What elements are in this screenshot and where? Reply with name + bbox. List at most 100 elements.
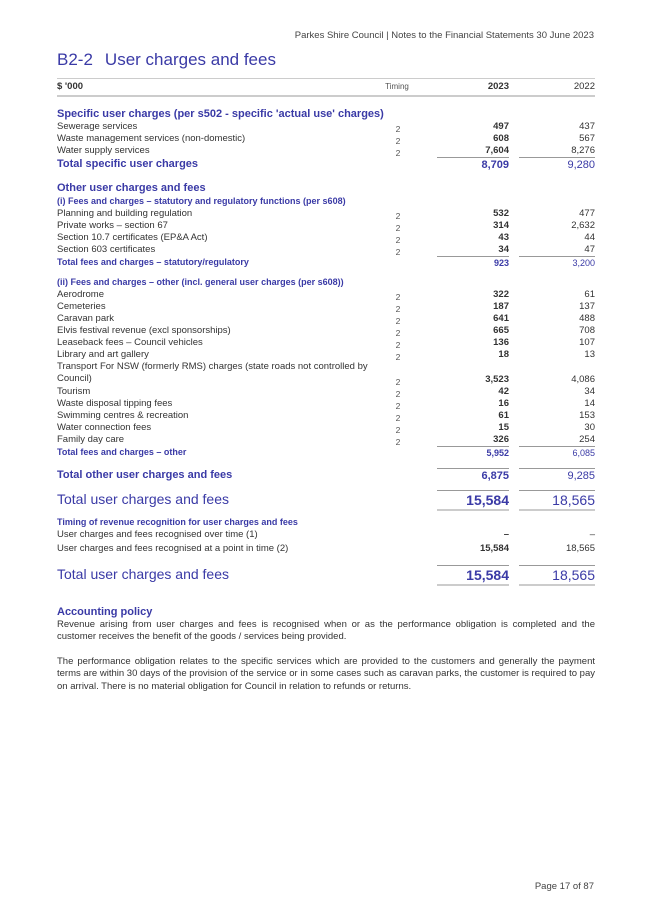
row-label: Total user charges and fees <box>57 491 229 507</box>
sub-row: Timing of revenue recognition for user c… <box>57 516 595 529</box>
table-row: Water connection fees 2 15 30 <box>57 422 595 435</box>
value-2023: 923 <box>437 256 509 269</box>
value-2023: 608 <box>493 133 509 144</box>
value-2023: 187 <box>493 301 509 312</box>
policy-paragraph: Revenue arising from user charges and fe… <box>57 618 595 643</box>
policy-heading: Accounting policy <box>57 606 153 618</box>
value-2022: 13 <box>584 349 595 360</box>
value-2023: 532 <box>493 208 509 219</box>
value-2022: 488 <box>579 313 595 324</box>
value-2022: 437 <box>579 121 595 132</box>
sub-row: (ii) Fees and charges – other (incl. gen… <box>57 276 595 289</box>
row-label: Water connection fees <box>57 422 152 433</box>
value-2023: 18 <box>498 349 509 360</box>
row-label: Private works – section 67 <box>57 220 168 231</box>
fees-table: $ '000 Timing 2023 2022 Specific user ch… <box>57 78 595 586</box>
timing-cell: 2 <box>395 247 401 257</box>
row-label: Elvis festival revenue (excl sponsorship… <box>57 325 231 336</box>
row-label: Section 10.7 certificates (EP&A Act) <box>57 232 208 243</box>
table-row: Section 10.7 certificates (EP&A Act) 2 43 4… <box>57 232 595 245</box>
accounting-policy: Accounting policy Revenue arising from u… <box>57 606 595 705</box>
value-2022: 18,565 <box>565 543 595 554</box>
value-2023: 665 <box>493 325 509 336</box>
table-row: User charges and fees recognised at a po… <box>57 543 595 557</box>
timing-cell: 2 <box>395 425 401 435</box>
table-row: Leaseback fees – Council vehicles 2 136 107 <box>57 337 595 350</box>
value-2022: 9,280 <box>519 157 595 172</box>
table-row: Elvis festival revenue (excl sponsorship… <box>57 325 595 338</box>
value-2022: 47 <box>584 244 595 255</box>
timing-cell: 2 <box>395 352 401 362</box>
table-row: Section 603 certificates 2 34 47 <box>57 244 595 257</box>
table-row: Cemeteries 2 187 137 <box>57 301 595 314</box>
row-label: Total specific user charges <box>57 158 199 170</box>
timing-cell: 2 <box>395 136 401 146</box>
table-row: Private works – section 67 2 314 2,632 <box>57 220 595 233</box>
table-row: Waste disposal tipping fees 2 16 14 <box>57 398 595 411</box>
row-label: Cemeteries <box>57 301 106 312</box>
row-label: Waste management services (non-domestic) <box>57 133 246 144</box>
row-label: Leaseback fees – Council vehicles <box>57 337 203 348</box>
value-2022: 137 <box>579 301 595 312</box>
row-label: Total other user charges and fees <box>57 469 233 481</box>
timing-cell: 2 <box>395 413 401 423</box>
timing-cell: 2 <box>395 235 401 245</box>
timing-cell: 2 <box>395 377 401 387</box>
row-label: Specific user charges (per s502 - specif… <box>57 108 384 120</box>
value-2022: 107 <box>579 337 595 348</box>
table-row: Transport For NSW (formerly RMS) charges… <box>57 361 595 387</box>
timing-cell: 2 <box>395 304 401 314</box>
section-row: Specific user charges (per s502 - specif… <box>57 107 595 121</box>
row-label: Total fees and charges – statutory/regul… <box>57 257 249 267</box>
row-label: (i) Fees and charges – statutory and reg… <box>57 196 346 206</box>
big-row: Total user charges and fees 15,584 18,565 <box>57 565 595 586</box>
value-2023: – <box>503 529 509 540</box>
value-2023: 34 <box>498 244 509 255</box>
total-row: Total specific user charges 8,709 9,280 <box>57 157 595 171</box>
value-2022: 9,285 <box>519 468 595 483</box>
timing-cell: 2 <box>395 124 401 134</box>
row-label: Caravan park <box>57 313 115 324</box>
value-2022: 18,565 <box>519 565 595 586</box>
value-2023: 15,584 <box>437 565 509 586</box>
value-2022: 34 <box>584 386 595 397</box>
value-2022: 2,632 <box>571 220 595 231</box>
value-2022: 567 <box>579 133 595 144</box>
value-2023: 15,584 <box>479 543 509 554</box>
table-row: Caravan park 2 641 488 <box>57 313 595 326</box>
row-label: (ii) Fees and charges – other (incl. gen… <box>57 277 344 287</box>
table-row: Library and art gallery 2 18 13 <box>57 349 595 362</box>
page-title: B2-2 User charges and fees <box>57 50 276 70</box>
table-row: Family day care 2 326 254 <box>57 434 595 447</box>
year-2023-header: 2023 <box>487 81 509 92</box>
row-label: Waste disposal tipping fees <box>57 398 173 409</box>
row-label: Total fees and charges – other <box>57 447 187 457</box>
row-label: Aerodrome <box>57 289 104 300</box>
timing-header: Timing <box>385 82 409 91</box>
value-2022: 44 <box>584 232 595 243</box>
timing-cell: 2 <box>395 211 401 221</box>
policy-paragraph: The performance obligation relates to th… <box>57 655 595 692</box>
row-label: Section 603 certificates <box>57 244 156 255</box>
timing-cell: 2 <box>395 316 401 326</box>
value-2023: 43 <box>498 232 509 243</box>
running-header: Parkes Shire Council | Notes to the Fina… <box>294 30 594 41</box>
value-2022: 4,086 <box>571 374 595 385</box>
value-2023: 61 <box>498 410 509 421</box>
value-2022: 14 <box>584 398 595 409</box>
table-row: Planning and building regulation 2 532 477 <box>57 208 595 221</box>
value-2023: 15 <box>498 422 509 433</box>
timing-cell: 2 <box>395 389 401 399</box>
stotal-row: Total fees and charges – other 5,952 6,085 <box>57 446 595 458</box>
row-label: Swimming centres & recreation <box>57 410 189 421</box>
value-2022: 6,085 <box>519 446 595 459</box>
value-2023: 322 <box>493 289 509 300</box>
row-label: Planning and building regulation <box>57 208 193 219</box>
value-2022: 254 <box>579 434 595 445</box>
table-row: Water supply services 2 7,604 8,276 <box>57 145 595 158</box>
big-row: Total user charges and fees 15,584 18,565 <box>57 490 595 511</box>
row-label: Water supply services <box>57 145 150 156</box>
note-number: B2-2 <box>57 50 93 69</box>
timing-cell: 2 <box>395 437 401 447</box>
